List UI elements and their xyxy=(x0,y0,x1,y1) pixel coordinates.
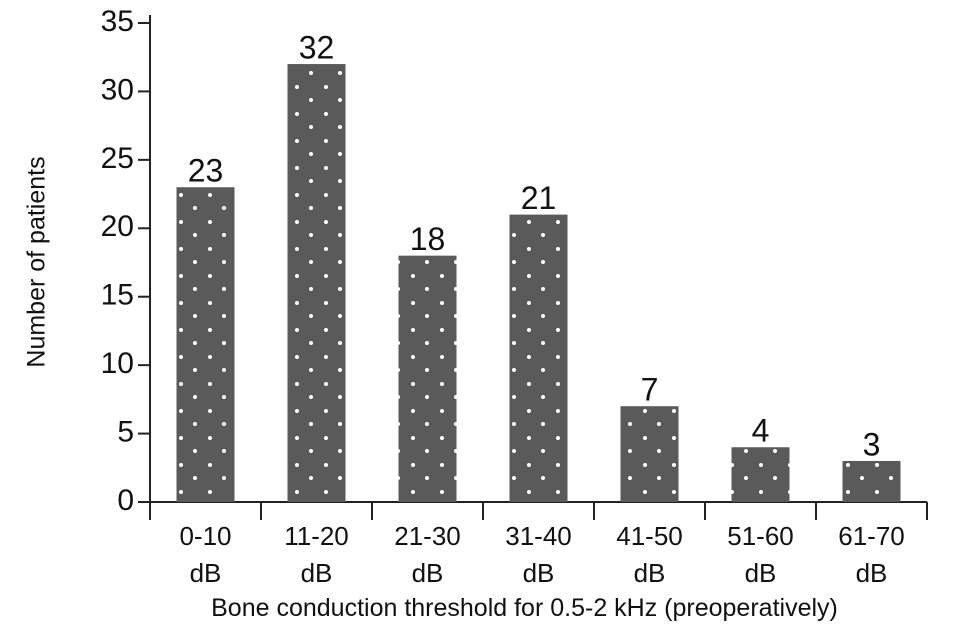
y-tick-label: 10 xyxy=(101,347,134,380)
bar xyxy=(620,406,679,502)
value-label: 23 xyxy=(188,153,224,189)
x-axis-label: Bone conduction threshold for 0.5-2 kHz … xyxy=(211,594,838,622)
y-axis-label: Number of patients xyxy=(23,156,51,367)
y-tick-label: 0 xyxy=(117,484,134,517)
bar xyxy=(287,64,346,503)
value-label: 7 xyxy=(641,372,659,408)
bar xyxy=(398,255,457,502)
x-tick-label: 31-40 dB xyxy=(505,521,572,588)
x-tick-label: 51-60 dB xyxy=(727,521,794,588)
x-tick-label: 41-50 dB xyxy=(616,521,683,588)
x-tick-label: 61-70 dB xyxy=(838,521,905,588)
bar xyxy=(176,187,235,502)
y-tick-label: 25 xyxy=(101,142,134,175)
value-label: 3 xyxy=(863,426,881,462)
bar xyxy=(842,460,901,502)
x-tick-label: 0-10 dB xyxy=(179,521,232,588)
bar xyxy=(509,214,568,502)
y-tick-label: 5 xyxy=(117,415,134,448)
y-tick-label: 30 xyxy=(101,73,134,106)
x-tick-label: 11-20 dB xyxy=(284,521,349,588)
y-tick-label: 20 xyxy=(101,210,134,243)
x-tick-label: 21-30 dB xyxy=(394,521,461,588)
value-label: 4 xyxy=(752,413,770,449)
y-tick-label: 35 xyxy=(101,5,134,38)
y-tick-label: 15 xyxy=(101,279,134,312)
value-label: 18 xyxy=(410,221,446,257)
value-label: 21 xyxy=(521,180,557,216)
value-label: 32 xyxy=(299,30,335,66)
bar xyxy=(731,447,790,502)
